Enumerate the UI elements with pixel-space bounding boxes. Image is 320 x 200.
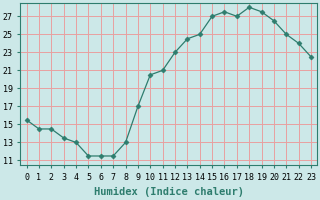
X-axis label: Humidex (Indice chaleur): Humidex (Indice chaleur) xyxy=(94,187,244,197)
